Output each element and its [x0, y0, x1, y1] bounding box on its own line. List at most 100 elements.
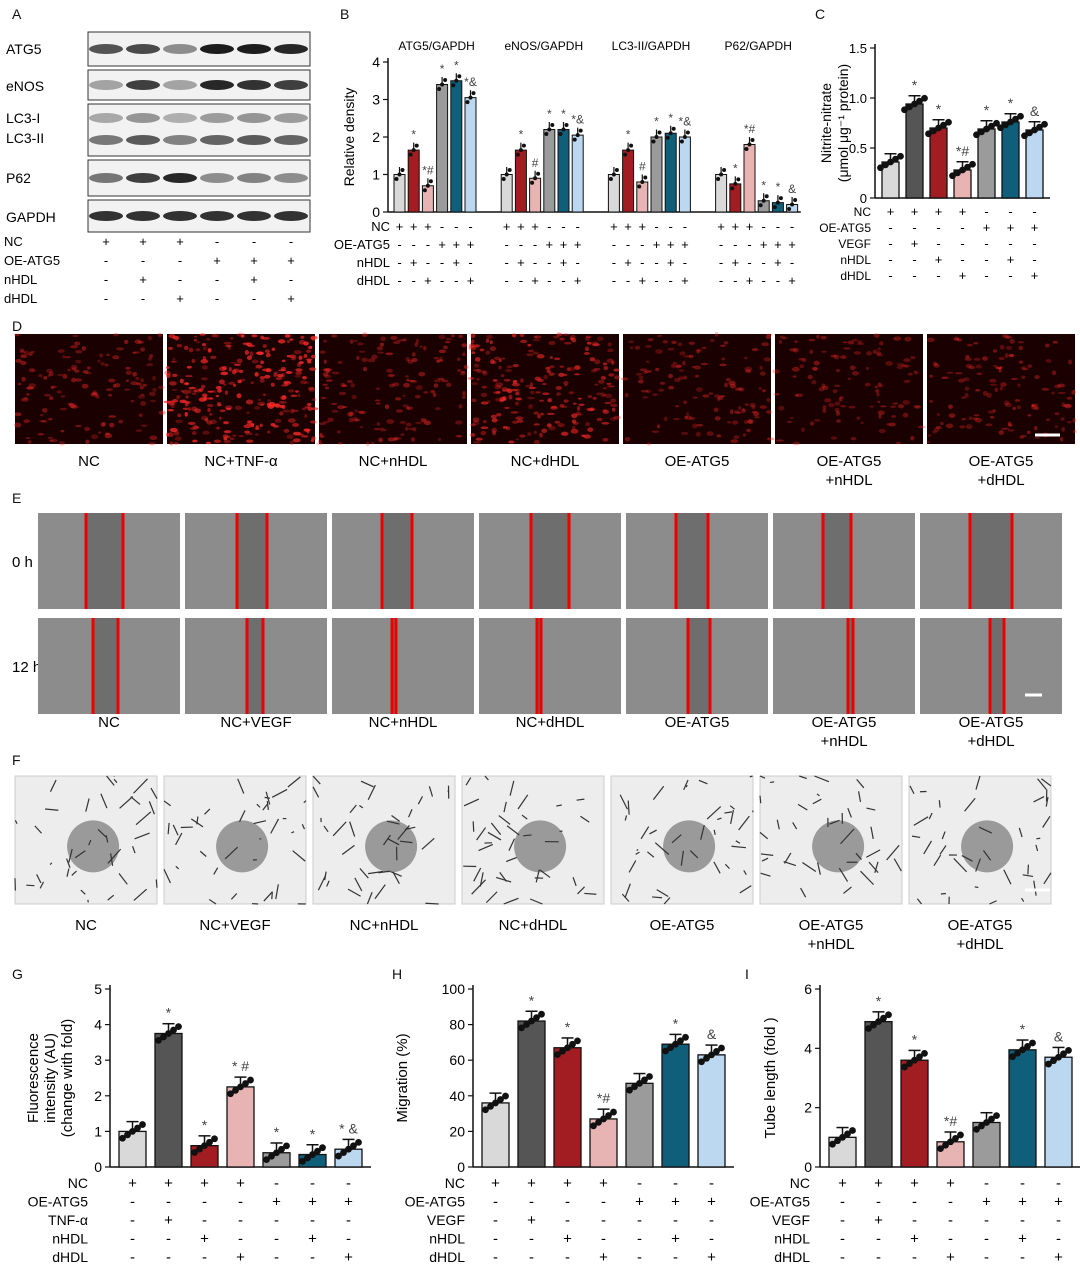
- cell-nucleus: [602, 409, 610, 414]
- cell-nucleus: [482, 420, 487, 424]
- image-caption: +dHDL: [956, 936, 1003, 953]
- cell-nucleus: [963, 377, 970, 382]
- cell-nucleus: [801, 357, 807, 363]
- tube-segment: [974, 886, 979, 889]
- y-axis-label: Nitrite-nitrate: [818, 83, 834, 163]
- tube-segment: [97, 828, 107, 838]
- tube-segment: [253, 820, 267, 825]
- sign-mark: -: [346, 1175, 351, 1192]
- tube-segment: [893, 858, 902, 872]
- cell-nucleus: [268, 402, 276, 407]
- data-point: [787, 207, 792, 211]
- data-point: [454, 78, 459, 83]
- cell-nucleus: [216, 402, 222, 407]
- cell-nucleus: [842, 341, 848, 344]
- cell-nucleus: [606, 358, 614, 363]
- blot-box: [87, 31, 311, 67]
- cell-nucleus: [1054, 425, 1059, 428]
- cell-nucleus: [506, 388, 513, 394]
- condition-label: NC: [790, 1175, 810, 1191]
- tube-center: [365, 820, 418, 873]
- cell-nucleus: [462, 390, 466, 396]
- data-point: [983, 1119, 990, 1126]
- blot-band: [200, 135, 234, 145]
- cell-nucleus: [559, 337, 565, 341]
- cell-nucleus: [419, 345, 423, 348]
- cell-nucleus: [407, 427, 414, 431]
- blot-band: [163, 211, 197, 221]
- tube-segment: [964, 797, 976, 812]
- cell-nucleus: [932, 430, 938, 434]
- cell-nucleus: [423, 345, 427, 351]
- data-point: [988, 122, 995, 130]
- cell-nucleus: [822, 385, 829, 390]
- cell-nucleus: [260, 403, 264, 406]
- cell-nucleus: [47, 436, 54, 440]
- cell-nucleus: [175, 419, 183, 424]
- tube-segment: [663, 897, 671, 905]
- data-point: [134, 1124, 141, 1132]
- cell-nucleus: [811, 366, 818, 371]
- cell-nucleus: [71, 367, 77, 371]
- data-point: [978, 128, 985, 136]
- tube-segment: [814, 775, 830, 783]
- cell-nucleus: [620, 377, 628, 381]
- sign-mark: -: [1032, 252, 1036, 267]
- sign-mark: -: [561, 219, 565, 234]
- fluorescence-image: [926, 334, 1077, 444]
- tube-segment: [366, 892, 373, 905]
- tube-segment: [391, 815, 401, 822]
- cell-nucleus: [773, 393, 779, 396]
- tube-segment: [399, 840, 413, 844]
- sign-mark: -: [762, 255, 766, 270]
- cell-nucleus: [932, 361, 937, 366]
- cell-nucleus: [105, 388, 113, 392]
- cell-nucleus: [91, 392, 98, 395]
- cell-nucleus: [1072, 429, 1077, 434]
- cell-nucleus: [575, 411, 581, 416]
- cell-nucleus: [227, 345, 231, 350]
- data-point: [561, 127, 566, 132]
- data-point: [590, 1122, 597, 1130]
- cell-nucleus: [759, 365, 763, 370]
- cell-nucleus: [331, 334, 338, 338]
- cell-nucleus: [792, 441, 800, 446]
- cell-nucleus: [610, 398, 617, 403]
- cell-nucleus: [723, 341, 729, 345]
- cell-nucleus: [470, 423, 476, 427]
- data-point: [901, 106, 908, 114]
- significance-mark: *&: [464, 75, 477, 89]
- tube-segment: [113, 778, 118, 784]
- cell-nucleus: [446, 382, 452, 387]
- data-point: [698, 1058, 705, 1066]
- image-caption: NC+nHDL: [369, 714, 438, 731]
- cell-nucleus: [989, 415, 995, 419]
- bar: [517, 1020, 546, 1168]
- tube-segment: [647, 851, 655, 858]
- cell-nucleus: [191, 431, 197, 435]
- sign-mark: -: [948, 1212, 953, 1229]
- cell-nucleus: [992, 349, 998, 353]
- cell-nucleus: [233, 363, 242, 366]
- cell-nucleus: [176, 395, 181, 400]
- cell-nucleus: [877, 410, 885, 415]
- cell-nucleus: [354, 418, 360, 422]
- sign-mark: +: [139, 234, 147, 249]
- sign-mark: -: [1032, 236, 1036, 251]
- data-point: [1050, 1057, 1057, 1065]
- sign-mark: -: [1032, 204, 1036, 219]
- cell-nucleus: [275, 377, 283, 381]
- cell-nucleus: [879, 405, 887, 408]
- cell-nucleus: [461, 370, 465, 374]
- cell-nucleus: [169, 441, 173, 446]
- data-point: [983, 125, 990, 133]
- cell-nucleus: [356, 356, 360, 361]
- data-point: [1012, 115, 1019, 123]
- cell-nucleus: [614, 375, 621, 380]
- cell-nucleus: [405, 406, 414, 410]
- data-point: [273, 1149, 280, 1157]
- cell-nucleus: [592, 396, 597, 400]
- cell-nucleus: [822, 408, 827, 414]
- sign-mark: -: [547, 255, 551, 270]
- cell-nucleus: [706, 431, 714, 436]
